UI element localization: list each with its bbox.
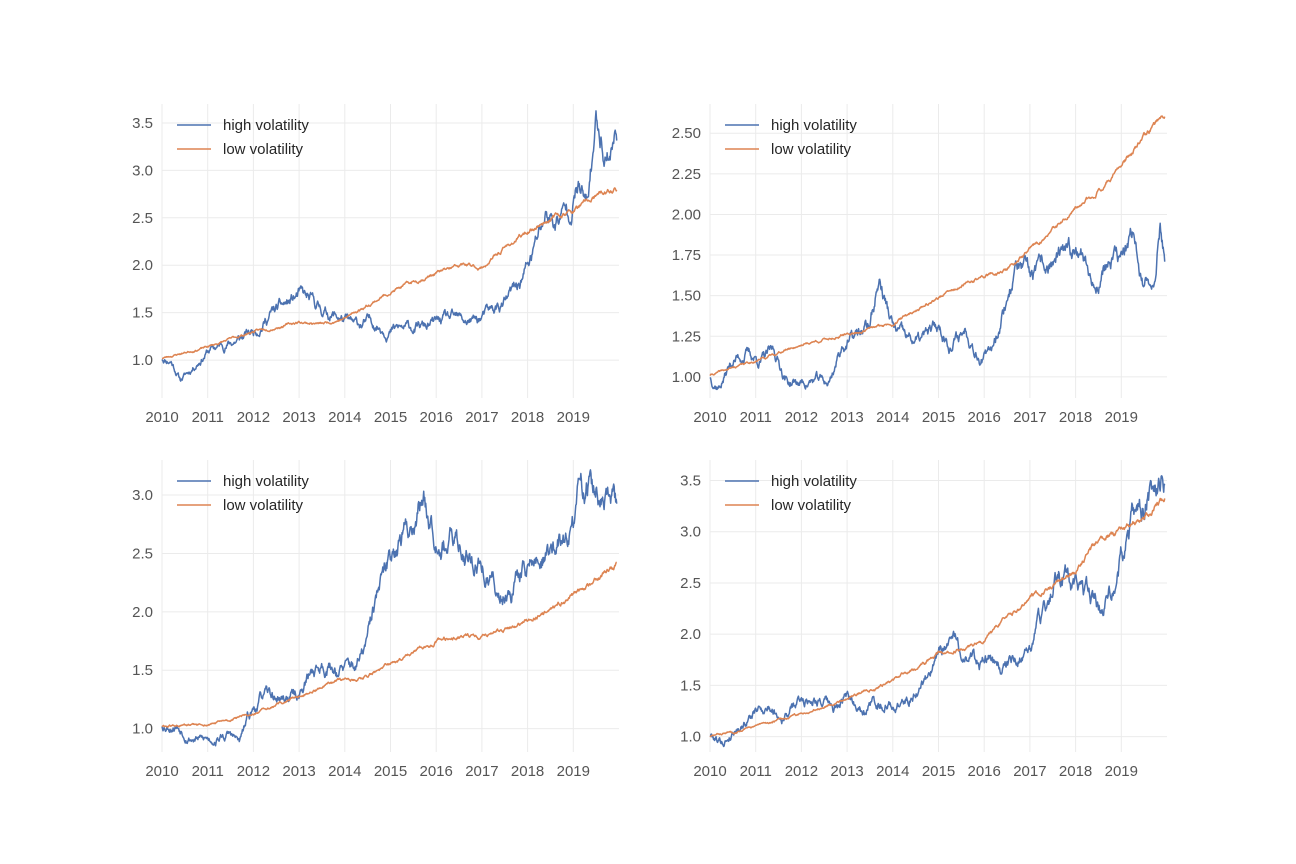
y-tick-label: 2.0 <box>132 257 153 274</box>
x-tick-label: 2019 <box>557 409 590 426</box>
y-tick-label: 3.5 <box>680 472 701 489</box>
x-tick-label: 2016 <box>420 763 453 780</box>
y-tick-label: 3.0 <box>680 524 701 541</box>
legend-label: high volatility <box>223 117 309 134</box>
y-tick-label: 2.0 <box>132 604 153 621</box>
x-tick-label: 2012 <box>237 763 270 780</box>
series-line-high-volatility <box>709 475 1166 748</box>
series-line-high-volatility <box>161 469 618 747</box>
y-tick-label: 1.5 <box>132 662 153 679</box>
y-tick-label: 3.5 <box>132 115 153 132</box>
legend-label: low volatility <box>223 141 304 158</box>
x-tick-label: 2012 <box>237 409 270 426</box>
legend: high volatility low volatility <box>725 473 857 514</box>
y-tick-label: 2.00 <box>672 206 701 223</box>
grid <box>709 460 1167 752</box>
x-tick-label: 2010 <box>145 763 178 780</box>
x-tick-label: 2014 <box>876 409 909 426</box>
legend: high volatility low volatility <box>177 473 309 514</box>
x-tick-label: 2011 <box>192 409 224 426</box>
x-tick-label: 2019 <box>1105 409 1138 426</box>
legend-label: high volatility <box>771 117 857 134</box>
chart-panel-top-right: 2010 2011 2012 2013 2014 2015 2016 2017 2018 2019… <box>672 104 1167 426</box>
legend-label: low volatility <box>771 497 852 514</box>
x-tick-label: 2012 <box>785 409 818 426</box>
x-tick-label: 2016 <box>420 409 453 426</box>
y-tick-label: 1.25 <box>672 328 701 345</box>
legend: high volatility low volatility <box>725 117 857 158</box>
y-tick-label: 1.0 <box>132 352 153 369</box>
y-tick-label: 3.0 <box>132 487 153 504</box>
x-tick-label: 2016 <box>968 763 1001 780</box>
series-line-low-volatility <box>709 497 1166 738</box>
y-tick-label: 2.5 <box>680 575 701 592</box>
y-tick-label: 2.5 <box>132 545 153 562</box>
x-tick-label: 2017 <box>465 409 498 426</box>
y-tick-label: 2.0 <box>680 626 701 643</box>
x-tick-label: 2013 <box>830 763 863 780</box>
grid <box>161 104 619 398</box>
series-line-low-volatility <box>161 187 618 360</box>
x-tick-label: 2018 <box>1059 763 1092 780</box>
x-tick-label: 2019 <box>1105 763 1138 780</box>
grid <box>161 460 619 752</box>
y-tick-label: 1.0 <box>680 729 701 746</box>
x-tick-label: 2010 <box>693 409 726 426</box>
x-tick-label: 2011 <box>192 763 224 780</box>
legend-label: low volatility <box>771 141 852 158</box>
x-tick-label: 2014 <box>328 409 361 426</box>
x-tick-label: 2018 <box>511 763 544 780</box>
legend-label: low volatility <box>223 497 304 514</box>
x-tick-label: 2017 <box>1013 763 1046 780</box>
x-tick-label: 2013 <box>282 763 315 780</box>
x-tick-label: 2012 <box>785 763 818 780</box>
x-tick-label: 2016 <box>968 409 1001 426</box>
chart-panel-top-left: 2010 2011 2012 2013 2014 2015 2016 2017 2018 2019… <box>132 104 619 426</box>
x-tick-label: 2017 <box>1013 409 1046 426</box>
series-line-low-volatility <box>161 561 617 728</box>
legend-label: high volatility <box>771 473 857 490</box>
x-tick-label: 2018 <box>511 409 544 426</box>
y-tick-label: 2.5 <box>132 210 153 227</box>
x-tick-label: 2019 <box>557 763 590 780</box>
y-tick-label: 1.50 <box>672 288 701 305</box>
series-line-low-volatility <box>709 115 1166 376</box>
y-tick-label: 3.0 <box>132 162 153 179</box>
x-tick-label: 2010 <box>693 763 726 780</box>
y-tick-label: 1.5 <box>132 305 153 322</box>
x-tick-label: 2011 <box>740 763 772 780</box>
y-tick-label: 1.5 <box>680 677 701 694</box>
x-tick-label: 2010 <box>145 409 178 426</box>
y-tick-label: 2.25 <box>672 166 701 183</box>
x-tick-label: 2015 <box>922 409 955 426</box>
x-tick-label: 2013 <box>282 409 315 426</box>
chart-panel-bottom-right: 2010 2011 2012 2013 2014 2015 2016 2017 2018 2019… <box>680 460 1167 780</box>
x-tick-label: 2014 <box>876 763 909 780</box>
x-tick-label: 2014 <box>328 763 361 780</box>
x-tick-label: 2011 <box>740 409 772 426</box>
x-tick-label: 2013 <box>830 409 863 426</box>
series-line-high-volatility <box>709 222 1166 391</box>
y-tick-label: 1.75 <box>672 247 701 264</box>
x-tick-label: 2015 <box>374 763 407 780</box>
legend-label: high volatility <box>223 473 309 490</box>
x-tick-label: 2017 <box>465 763 498 780</box>
y-tick-label: 1.00 <box>672 369 701 386</box>
x-tick-label: 2015 <box>922 763 955 780</box>
legend: high volatility low volatility <box>177 117 309 158</box>
y-tick-label: 2.50 <box>672 125 701 142</box>
y-tick-label: 1.0 <box>132 721 153 738</box>
chart-panel-bottom-left: 2010 2011 2012 2013 2014 2015 2016 2017 2018 2019… <box>132 460 619 780</box>
x-tick-label: 2018 <box>1059 409 1092 426</box>
x-tick-label: 2015 <box>374 409 407 426</box>
